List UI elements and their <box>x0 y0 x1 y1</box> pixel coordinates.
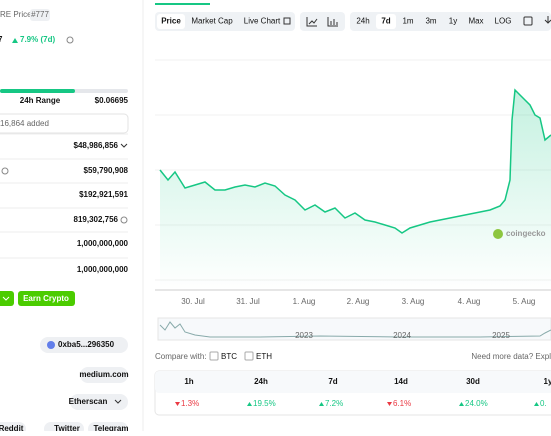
x-label: 4. Aug <box>458 297 481 306</box>
change-value: 0. <box>540 399 547 408</box>
range-option[interactable]: 3m <box>425 17 436 26</box>
compare-option: ETH <box>256 352 272 361</box>
range-option[interactable]: 1y <box>449 17 457 26</box>
stat-value: $48,986,856 <box>74 141 119 150</box>
earn-button[interactable] <box>18 291 75 306</box>
tab[interactable]: Live Chart <box>244 17 281 26</box>
up-icon <box>247 402 252 406</box>
range-option[interactable]: Max <box>468 17 483 26</box>
change-value: 7.2% <box>325 399 343 408</box>
chain-icon <box>47 341 55 349</box>
up-icon <box>12 38 18 43</box>
contract: 0xba5...296350 <box>58 340 115 349</box>
explorer-pill[interactable] <box>70 394 128 410</box>
x-label: 30. Jul <box>181 297 205 306</box>
range-high: $0.06695 <box>95 96 129 105</box>
stat-value: 1,000,000,000 <box>77 239 129 248</box>
table-header: 7d <box>328 377 337 386</box>
price-line <box>159 88 551 234</box>
info-icon[interactable] <box>120 216 128 224</box>
change-value: 19.5% <box>253 399 276 408</box>
contract-pill[interactable] <box>40 337 128 353</box>
stat-value: 819,302,756 <box>74 215 119 224</box>
table-header: 1h <box>184 377 193 386</box>
logo <box>493 229 503 239</box>
chevron <box>120 143 128 148</box>
change-value: 1.3% <box>181 399 199 408</box>
stat-value: 1,000,000,000 <box>77 265 129 274</box>
range-option[interactable]: 7d <box>381 17 390 26</box>
table-header <box>155 371 551 393</box>
year-label: 2023 <box>295 331 313 340</box>
range-option[interactable]: 24h <box>356 17 369 26</box>
calendar-icon[interactable] <box>523 16 533 26</box>
range-label: 24h Range <box>20 96 61 105</box>
title: RE Price <box>0 10 32 19</box>
rank-badge <box>30 9 50 21</box>
stat-value: $59,790,908 <box>84 166 129 175</box>
social-label: Reddit <box>0 424 24 431</box>
website: medium.com <box>79 370 128 379</box>
range-option[interactable]: 1m <box>402 17 413 26</box>
checkbox[interactable] <box>244 351 254 361</box>
download-icon[interactable] <box>544 16 551 24</box>
price-area <box>160 90 551 290</box>
year-label: 2024 <box>393 331 411 340</box>
x-label: 1. Aug <box>293 297 316 306</box>
year-label: 2025 <box>492 331 510 340</box>
range-group <box>350 12 551 31</box>
earn-label: Earn Crypto <box>23 294 69 303</box>
rank: #777 <box>31 10 49 19</box>
up-icon <box>534 402 539 406</box>
active-tab <box>157 14 185 29</box>
compare-label: Compare with: <box>155 352 207 361</box>
navigator-line <box>159 321 551 338</box>
social-label: Twitter <box>54 424 80 431</box>
down-icon <box>175 402 180 406</box>
candle-icon[interactable] <box>327 17 338 27</box>
table-header: 1y <box>544 377 551 386</box>
active-range <box>376 14 396 29</box>
table-header: 14d <box>394 377 408 386</box>
stat-value: $192,921,591 <box>79 190 128 199</box>
checkbox[interactable] <box>209 351 219 361</box>
x-label: 31. Jul <box>236 297 260 306</box>
tab[interactable]: Price <box>161 17 181 26</box>
more-data[interactable]: Need more data? Expl <box>471 352 551 361</box>
up-icon <box>459 402 464 406</box>
added: 16,864 added <box>0 119 49 128</box>
chevron <box>114 399 122 404</box>
explorer: Etherscan <box>69 397 108 406</box>
tab[interactable]: Market Cap <box>191 17 233 26</box>
added-box[interactable] <box>0 113 129 134</box>
change-value: 6.1% <box>393 399 411 408</box>
up-icon <box>319 402 324 406</box>
website-pill[interactable] <box>80 367 128 383</box>
line-icon[interactable] <box>306 17 318 27</box>
x-label: 2. Aug <box>347 297 370 306</box>
info-icon[interactable] <box>1 167 9 175</box>
change-value: 24.0% <box>465 399 488 408</box>
navigator[interactable] <box>157 317 551 341</box>
chevron <box>2 296 10 301</box>
price: 7 <box>0 35 3 44</box>
x-label: 5. Aug <box>513 297 536 306</box>
social-label: Telegram <box>94 424 129 431</box>
price-change: 7.9% (7d) <box>20 35 55 44</box>
range-option[interactable]: LOG <box>495 17 512 26</box>
range-fill <box>0 89 75 93</box>
info-icon[interactable] <box>66 36 74 44</box>
down-icon <box>387 402 392 406</box>
external-icon <box>283 17 291 25</box>
table-header: 24h <box>254 377 268 386</box>
table-header: 30d <box>466 377 480 386</box>
tab-group <box>155 12 295 31</box>
x-label: 3. Aug <box>402 297 425 306</box>
watermark: coingecko <box>506 229 546 238</box>
compare-option: BTC <box>221 352 237 361</box>
